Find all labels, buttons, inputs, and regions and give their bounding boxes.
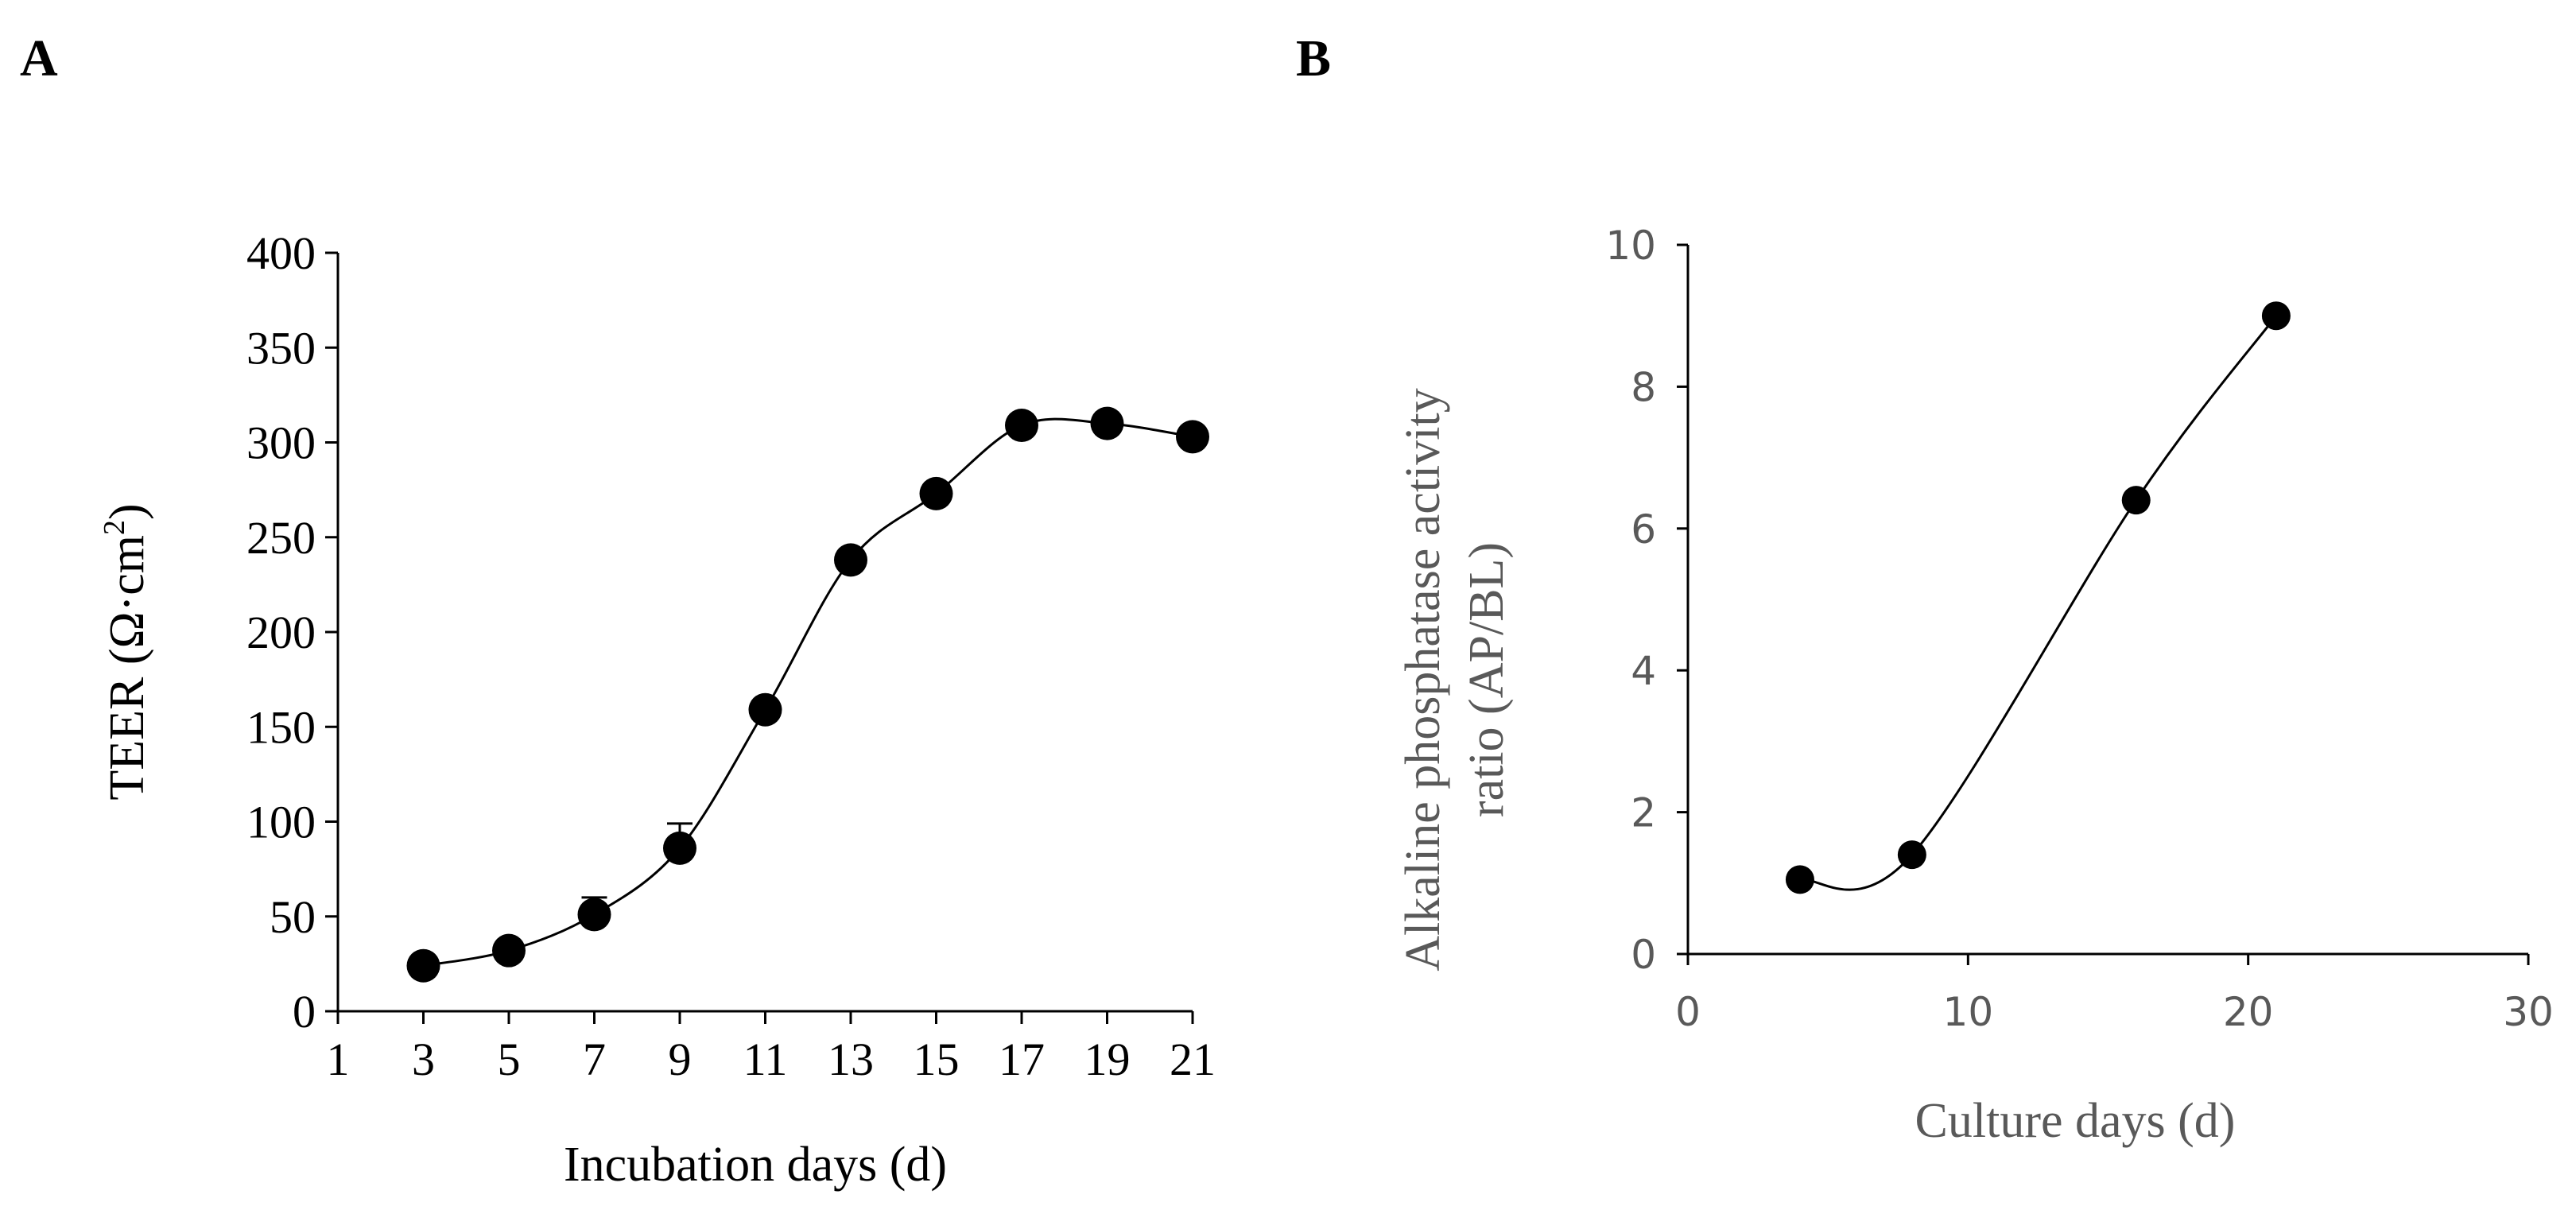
chart-a-data-point <box>1176 420 1209 454</box>
chart-a-y-ticks: 0 50 100 150 200 250 300 350 400 <box>246 227 338 1037</box>
chart-a-axes <box>336 253 1193 1013</box>
chart-a-points <box>406 406 1209 983</box>
panel-letter-b: B <box>1296 29 1331 87</box>
chart-b-data-point <box>1897 840 1926 870</box>
chart-b-y-tick-label: 6 <box>1631 506 1656 553</box>
chart-a-data-point <box>1005 409 1038 443</box>
chart-b: 0 2 4 6 8 10 0 10 20 30 Culture days (d) Alkalin… <box>1396 223 2554 1148</box>
chart-b-y-tick-label: 8 <box>1631 364 1656 410</box>
chart-a-x-tick-label: 5 <box>498 1034 521 1085</box>
chart-a-y-tick-label: 0 <box>293 986 316 1037</box>
chart-b-x-ticks: 0 10 20 30 <box>1675 954 2554 1035</box>
chart-a-x-axis-label: Incubation days (d) <box>564 1138 947 1192</box>
chart-a-x-tick-label: 7 <box>583 1034 606 1085</box>
chart-b-series-line <box>1799 315 2278 891</box>
chart-a-y-tick-label: 200 <box>246 607 316 658</box>
chart-a-x-tick-label: 19 <box>1084 1034 1131 1085</box>
chart-a-data-point <box>577 898 611 932</box>
chart-a-y-tick-label: 350 <box>246 322 316 374</box>
chart-a-x-ticks: 1 3 5 7 9 11 13 15 17 19 21 <box>327 1011 1216 1085</box>
chart-a-x-tick-label: 3 <box>412 1034 435 1085</box>
chart-b-y-axis-label-line2: ratio (AP/BL) <box>1460 542 1514 817</box>
chart-a-x-tick-label: 1 <box>327 1034 350 1085</box>
chart-b-points <box>1785 301 2291 894</box>
chart-a-data-point <box>492 933 526 968</box>
chart-a-y-axis-label-end: ) <box>100 503 154 520</box>
chart-b-data-point <box>2121 486 2151 515</box>
chart-b-x-axis-label: Culture days (d) <box>1915 1094 2236 1148</box>
chart-a-data-point <box>748 692 782 727</box>
chart-a-y-tick-label: 50 <box>270 891 316 943</box>
chart-a-y-tick-label: 250 <box>246 512 316 564</box>
chart-b-x-tick-label: 20 <box>2223 989 2274 1035</box>
chart-b-data-point <box>2261 301 2291 331</box>
chart-a-y-axis-label-sup: 2 <box>98 520 131 535</box>
chart-a-data-point <box>834 543 867 577</box>
chart-a-x-tick-label: 11 <box>743 1034 788 1085</box>
chart-a-y-tick-label: 100 <box>246 797 316 848</box>
chart-a-data-point <box>406 948 440 983</box>
chart-a-x-tick-label: 17 <box>999 1034 1045 1085</box>
chart-b-x-tick-label: 30 <box>2503 989 2554 1035</box>
chart-a-x-tick-label: 13 <box>828 1034 874 1085</box>
chart-b-y-tick-label: 0 <box>1631 932 1656 978</box>
chart-b-y-ticks: 0 2 4 6 8 10 <box>1605 223 1688 978</box>
chart-b-y-tick-label: 10 <box>1605 223 1656 269</box>
chart-a-y-axis-label-main: TEER (Ω·cm <box>100 535 154 801</box>
chart-a-data-point <box>663 831 696 865</box>
chart-b-y-tick-label: 2 <box>1631 790 1656 836</box>
chart-a-y-axis-label: TEER (Ω·cm2) <box>98 503 154 800</box>
chart-a-error-bars <box>410 414 1205 966</box>
chart-a-y-tick-label: 300 <box>246 417 316 469</box>
chart-a-data-point <box>919 476 953 510</box>
chart-a-series-line <box>423 417 1193 968</box>
chart-a-data-point <box>1090 406 1124 440</box>
chart-a-x-tick-label: 21 <box>1170 1034 1216 1085</box>
chart-b-x-tick-label: 0 <box>1675 989 1701 1035</box>
chart-a-y-tick-label: 150 <box>246 701 316 753</box>
chart-b-y-axis-label-line1: Alkaline phosphatase activity <box>1396 388 1450 971</box>
chart-b-axes <box>1686 245 2528 956</box>
chart-a-x-tick-label: 15 <box>914 1034 960 1085</box>
chart-b-data-point <box>1785 865 1814 894</box>
chart-b-y-tick-label: 4 <box>1631 648 1656 694</box>
chart-a-x-tick-label: 9 <box>669 1034 692 1085</box>
chart-b-x-tick-label: 10 <box>1943 989 1994 1035</box>
chart-a-y-tick-label: 400 <box>246 227 316 279</box>
panel-letter-a: A <box>20 29 58 87</box>
